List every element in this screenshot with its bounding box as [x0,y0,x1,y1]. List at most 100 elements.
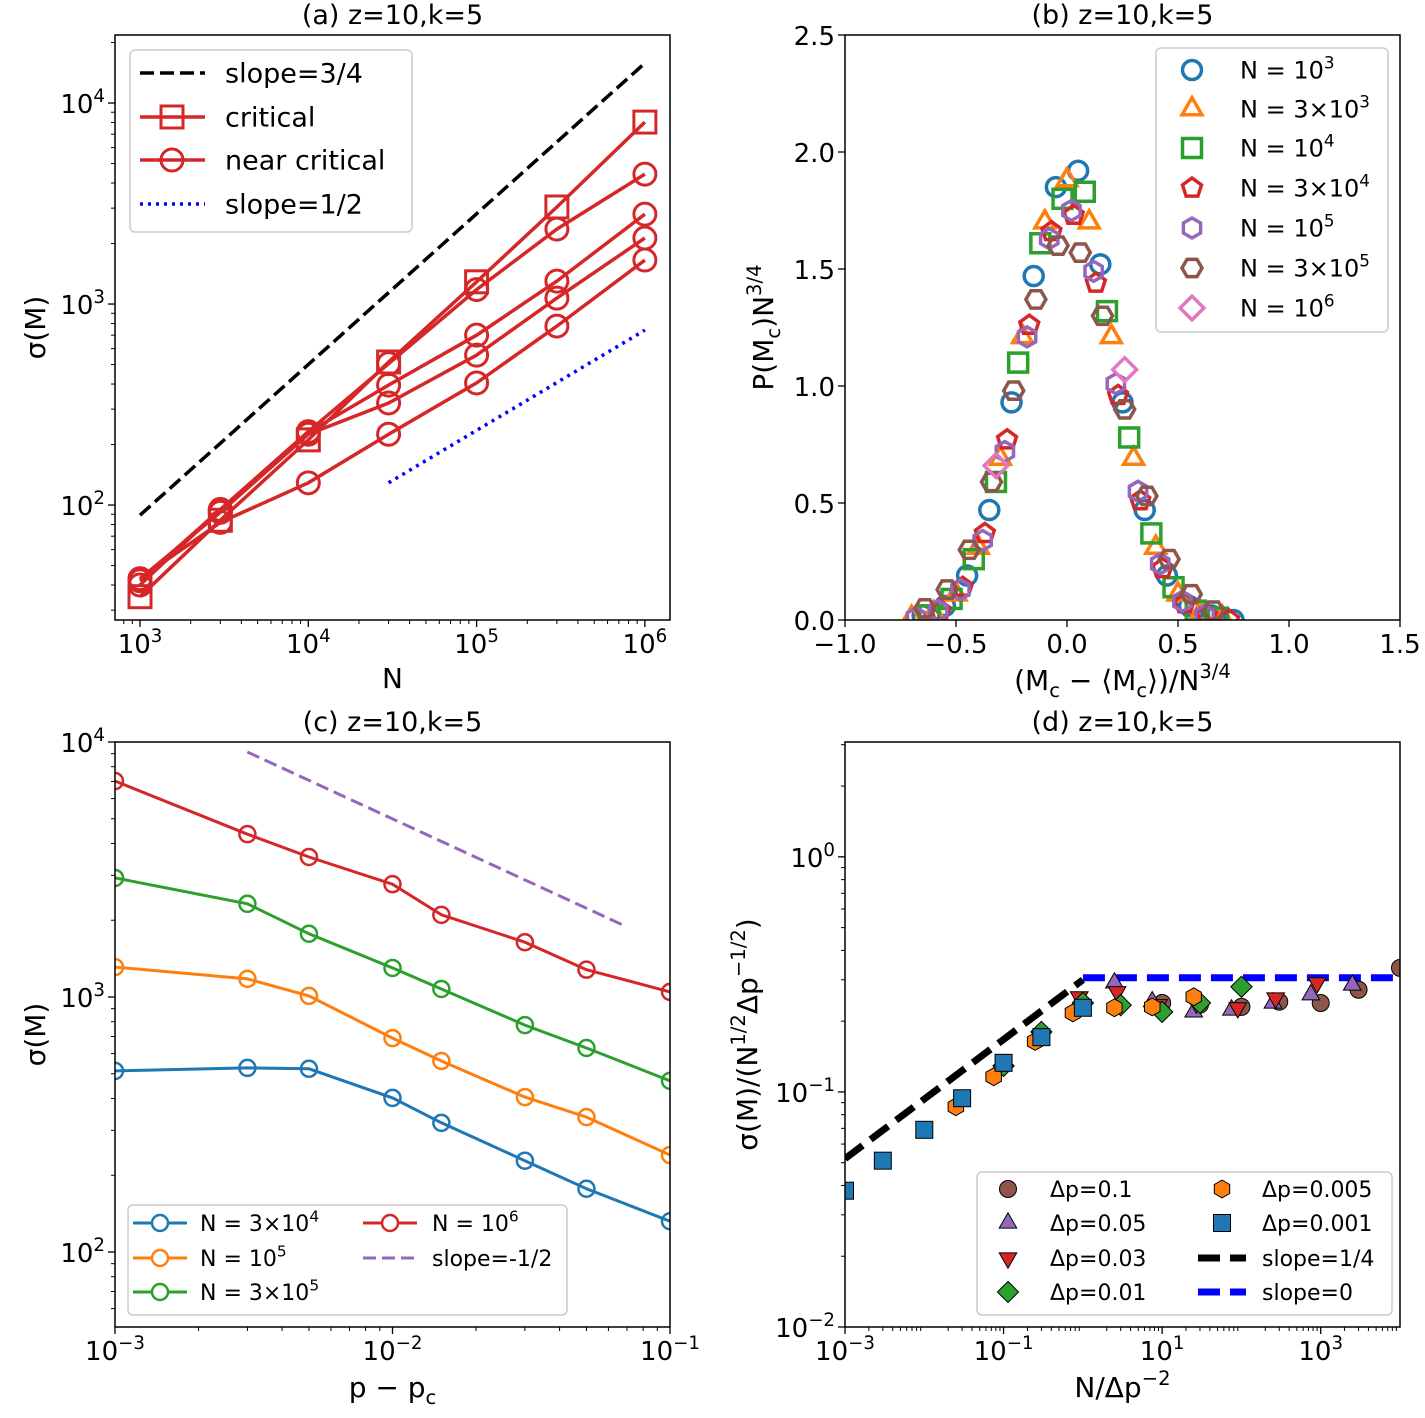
series-line [845,977,1086,1162]
data-point [1222,608,1245,620]
x-tick-label: 1.0 [1268,630,1309,660]
series-6 [845,977,1086,1162]
legend-marker [380,1213,400,1233]
y-tick-label: 10−1 [775,1075,835,1109]
data-point [577,1038,596,1058]
legend-label: N = 106 [1240,291,1335,323]
series-5 [845,998,1092,1200]
data-point [544,268,570,294]
x-tick-label: 103 [118,626,163,660]
data-point [1140,522,1163,545]
data-point [632,161,658,187]
data-point [1265,992,1286,1010]
x-tick-label: 103 [1298,1333,1343,1367]
legend-entry: N = 106 [363,1208,519,1237]
data-point [383,874,402,894]
x-tick-label: 10−3 [85,1333,145,1367]
legend-marker [996,1280,1020,1304]
data-point [115,1061,125,1081]
data-point [464,342,490,368]
legend-label: N = 104 [1240,131,1335,163]
series-6 [981,355,1140,480]
legend-entry: N = 3×105 [1179,251,1370,283]
legend-marker [998,1211,1018,1229]
y-tick-label: 100 [790,840,835,874]
legend-marker [1177,293,1207,323]
legend-label: N = 3×104 [200,1208,319,1237]
x-tick-label: 0.0 [1046,630,1087,660]
data-point [299,924,319,944]
series-line [246,750,624,927]
series-5 [127,225,658,592]
x-tick-label: 101 [1140,1333,1185,1367]
y-tick-label: 2.5 [794,22,835,52]
y-tick-label: 1.0 [794,373,835,403]
legend-marker [150,1248,170,1268]
x-tick-label: −1.0 [813,630,876,660]
legend-entry: slope=1/2 [140,190,363,221]
data-point [972,528,994,553]
x-tick-label: −0.5 [924,630,987,660]
data-point [1022,264,1045,288]
data-point [1228,1002,1248,1020]
data-point [464,277,490,303]
data-point [1157,548,1182,570]
series-2 [115,868,670,1091]
data-point [115,957,125,977]
x-tick-label: 106 [623,626,668,660]
series-line [138,61,647,517]
legend-marker [1180,58,1204,82]
legend-marker [1181,215,1203,241]
data-point [935,579,960,600]
data-point [1120,443,1147,466]
x-tick-label: 10−1 [640,1333,700,1367]
data-point [544,285,570,311]
series-line [138,258,646,581]
data-point [295,421,321,447]
data-point [1006,351,1030,374]
legend-entry: Δp=0.01 [996,1280,1146,1306]
legend-marker [1179,94,1205,117]
data-point [1046,235,1071,256]
data-point [1017,313,1041,335]
legend-entry: N = 3×104 [133,1208,319,1237]
x-tick-label: 0.5 [1157,630,1198,660]
y-tick-label: 0.0 [794,607,835,637]
legend-entry: Δp=0.1 [999,1178,1132,1203]
series-line [115,876,670,1083]
legend-entry: Δp=0.001 [1213,1212,1372,1237]
legend-box [129,49,413,233]
series-4 [127,201,658,594]
data-point [1301,983,1321,1001]
legend-entry: N = 3×104 [1180,171,1370,203]
data-point [376,372,402,398]
data-point [1149,551,1171,576]
data-point [376,421,402,447]
data-point [973,521,997,544]
data-point [979,471,1004,493]
series-line [138,212,646,583]
data-point [1032,1028,1051,1047]
series-1 [115,957,670,1165]
x-tick-label: 1.5 [1379,630,1420,660]
data-point [515,932,535,952]
legend-label: near critical [225,146,385,177]
data-point [1054,165,1080,188]
plot-area [115,750,670,1231]
data-point [515,1015,535,1035]
legend-entry: N = 3×103 [1179,92,1370,124]
y-tick-label: 103 [60,287,105,321]
data-point [1112,399,1137,420]
data-point [981,451,1011,480]
x-tick-label: 10−3 [815,1333,875,1367]
x-tick-label: 104 [286,626,331,660]
data-point [515,1087,535,1107]
y-tick-label: 102 [60,488,105,522]
axes-frame [844,741,1401,1328]
y-tick-label: 102 [60,1235,105,1269]
series-line [115,1066,670,1223]
data-point [127,566,153,592]
data-point [432,905,451,925]
data-point [1172,589,1193,614]
data-point [905,605,927,620]
